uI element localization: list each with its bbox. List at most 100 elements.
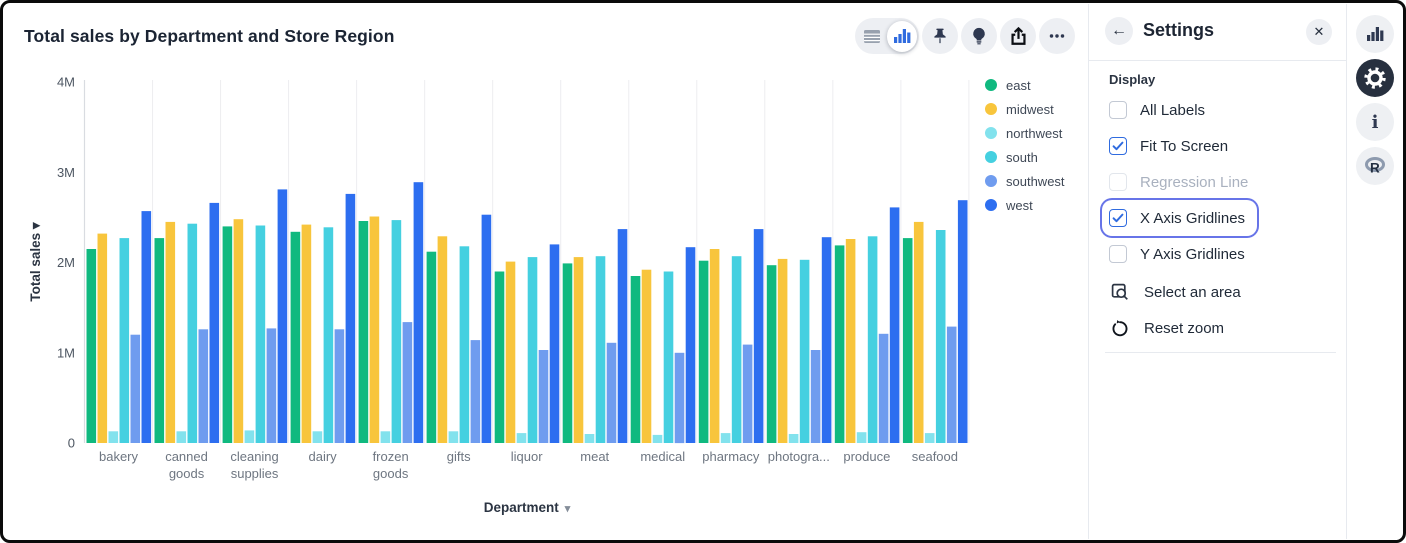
bar-south-meat[interactable] xyxy=(595,256,606,443)
bar-northwest-meat[interactable] xyxy=(584,434,595,443)
bar-south-gifts[interactable] xyxy=(459,246,470,443)
bar-midwest-medical[interactable] xyxy=(641,269,652,443)
bar-midwest-bakery[interactable] xyxy=(97,233,108,443)
bar-west-medical[interactable] xyxy=(685,247,696,443)
bar-northwest-produce[interactable] xyxy=(856,432,867,443)
checkbox-checked-fit-to-screen[interactable] xyxy=(1109,137,1127,155)
bar-south-canned-goods[interactable] xyxy=(187,223,198,443)
bar-southwest-liquor[interactable] xyxy=(538,350,549,443)
bar-midwest-photogra-[interactable] xyxy=(777,258,788,443)
checkbox-checked-x-axis-gridlines[interactable] xyxy=(1109,209,1127,227)
bar-southwest-seafood[interactable] xyxy=(946,326,957,443)
legend-item-midwest[interactable]: midwest xyxy=(985,97,1065,121)
bar-south-seafood[interactable] xyxy=(935,230,946,443)
legend-item-northwest[interactable]: northwest xyxy=(985,121,1065,145)
action-select-an-area[interactable]: Select an area xyxy=(1109,274,1241,310)
bar-northwest-canned-goods[interactable] xyxy=(176,431,187,443)
bar-west-meat[interactable] xyxy=(617,229,628,443)
rail-info-button[interactable]: i xyxy=(1356,103,1394,141)
bar-southwest-produce[interactable] xyxy=(878,333,889,443)
bar-south-liquor[interactable] xyxy=(527,257,538,443)
bar-west-produce[interactable] xyxy=(889,207,900,443)
bar-west-seafood[interactable] xyxy=(957,200,968,443)
bar-midwest-canned-goods[interactable] xyxy=(165,221,176,443)
checkbox-all-labels[interactable] xyxy=(1109,101,1127,119)
bar-west-photogra-[interactable] xyxy=(821,237,832,443)
rail-chart-button[interactable] xyxy=(1356,15,1394,53)
bar-east-canned-goods[interactable] xyxy=(154,238,165,443)
bar-midwest-meat[interactable] xyxy=(573,257,584,443)
back-button[interactable]: ← xyxy=(1105,17,1133,45)
legend-item-southwest[interactable]: southwest xyxy=(985,169,1065,193)
bar-midwest-frozen-goods[interactable] xyxy=(369,216,380,444)
bar-east-meat[interactable] xyxy=(562,263,573,443)
bar-south-photogra-[interactable] xyxy=(799,259,810,443)
bar-midwest-liquor[interactable] xyxy=(505,261,516,443)
view-toggle[interactable] xyxy=(855,18,919,54)
bar-south-produce[interactable] xyxy=(867,236,878,443)
bar-east-dairy[interactable] xyxy=(290,231,301,443)
bar-northwest-photogra-[interactable] xyxy=(788,434,799,443)
bar-south-cleaning-supplies[interactable] xyxy=(255,225,266,444)
bar-northwest-medical[interactable] xyxy=(652,434,663,443)
bar-west-cleaning-supplies[interactable] xyxy=(277,189,288,443)
bar-northwest-dairy[interactable] xyxy=(312,431,323,443)
bar-west-liquor[interactable] xyxy=(549,244,560,443)
legend-item-east[interactable]: east xyxy=(985,73,1065,97)
bar-chart-view-icon[interactable] xyxy=(886,20,917,52)
bar-midwest-pharmacy[interactable] xyxy=(709,249,720,443)
setting-x-axis-gridlines[interactable]: X Axis Gridlines xyxy=(1102,200,1257,236)
bar-east-liquor[interactable] xyxy=(494,271,505,444)
bar-southwest-meat[interactable] xyxy=(606,342,617,443)
bar-midwest-gifts[interactable] xyxy=(437,236,448,443)
bar-northwest-cleaning-supplies[interactable] xyxy=(244,430,255,443)
bar-east-medical[interactable] xyxy=(630,276,641,443)
bar-west-canned-goods[interactable] xyxy=(209,202,220,443)
more-button[interactable] xyxy=(1039,18,1075,54)
bar-west-pharmacy[interactable] xyxy=(753,229,764,443)
legend-item-south[interactable]: south xyxy=(985,145,1065,169)
bar-east-produce[interactable] xyxy=(834,245,845,443)
bar-southwest-cleaning-supplies[interactable] xyxy=(266,328,277,443)
legend-item-west[interactable]: west xyxy=(985,193,1065,217)
close-button[interactable]: ✕ xyxy=(1306,19,1332,45)
bar-northwest-bakery[interactable] xyxy=(108,431,119,443)
bar-south-pharmacy[interactable] xyxy=(731,256,742,443)
setting-all-labels[interactable]: All Labels xyxy=(1109,92,1205,128)
bar-southwest-gifts[interactable] xyxy=(470,340,481,443)
bar-northwest-liquor[interactable] xyxy=(516,433,527,443)
bar-east-seafood[interactable] xyxy=(902,238,913,443)
bar-west-gifts[interactable] xyxy=(481,214,492,443)
bar-northwest-gifts[interactable] xyxy=(448,431,459,443)
bar-southwest-dairy[interactable] xyxy=(334,329,345,443)
bar-east-pharmacy[interactable] xyxy=(698,260,709,443)
bar-midwest-dairy[interactable] xyxy=(301,224,312,443)
rail-settings-button[interactable] xyxy=(1356,59,1394,97)
table-view-icon[interactable] xyxy=(857,20,887,52)
bar-northwest-frozen-goods[interactable] xyxy=(380,431,391,443)
y-axis-title[interactable]: Total sales ▾ xyxy=(28,221,43,302)
bar-south-frozen-goods[interactable] xyxy=(391,220,402,443)
bar-southwest-pharmacy[interactable] xyxy=(742,344,753,443)
bar-south-dairy[interactable] xyxy=(323,227,334,443)
x-axis-title[interactable]: Department ▾ xyxy=(484,500,571,515)
bar-southwest-bakery[interactable] xyxy=(130,334,141,443)
rail-r-console-button[interactable]: R xyxy=(1356,147,1394,185)
checkbox-y-axis-gridlines[interactable] xyxy=(1109,245,1127,263)
bar-midwest-seafood[interactable] xyxy=(913,221,924,443)
bar-southwest-canned-goods[interactable] xyxy=(198,329,209,443)
share-button[interactable] xyxy=(1000,18,1036,54)
bar-midwest-produce[interactable] xyxy=(845,239,856,443)
bar-east-frozen-goods[interactable] xyxy=(358,221,369,443)
action-reset-zoom[interactable]: Reset zoom xyxy=(1109,310,1224,346)
bar-east-cleaning-supplies[interactable] xyxy=(222,226,233,443)
bar-east-photogra-[interactable] xyxy=(766,265,777,443)
bar-southwest-medical[interactable] xyxy=(674,352,685,444)
bar-west-bakery[interactable] xyxy=(141,211,152,443)
setting-fit-to-screen[interactable]: Fit To Screen xyxy=(1109,128,1228,164)
bar-east-gifts[interactable] xyxy=(426,251,437,443)
bar-northwest-seafood[interactable] xyxy=(924,433,935,443)
bar-midwest-cleaning-supplies[interactable] xyxy=(233,219,244,443)
setting-y-axis-gridlines[interactable]: Y Axis Gridlines xyxy=(1109,236,1245,272)
bar-south-bakery[interactable] xyxy=(119,238,130,443)
